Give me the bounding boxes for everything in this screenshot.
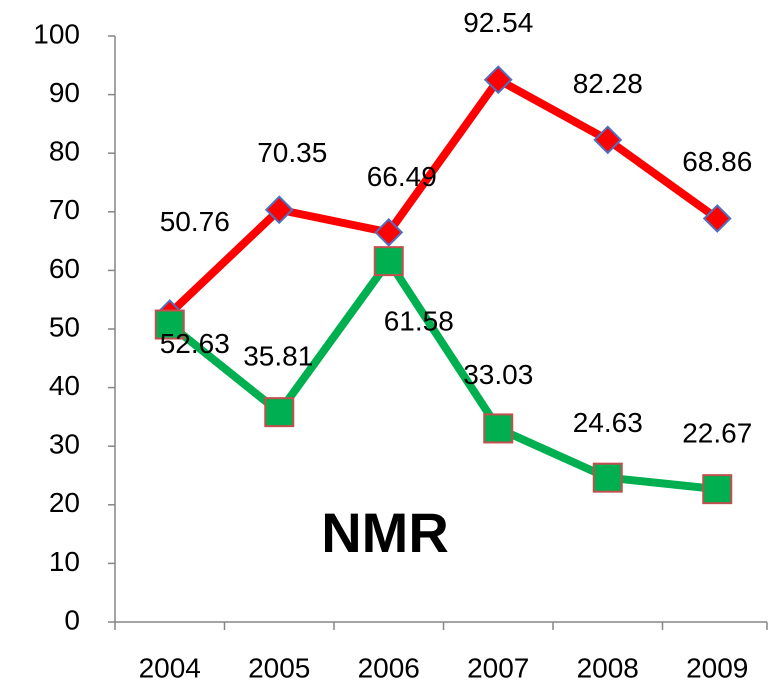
marker <box>154 309 185 340</box>
y-tick-label: 70 <box>49 194 80 225</box>
marker <box>373 246 404 277</box>
x-tick-label: 2007 <box>467 652 529 683</box>
y-tick-label: 90 <box>49 77 80 108</box>
y-tick-label: 60 <box>49 253 80 284</box>
data-label: 66.49 <box>367 161 437 192</box>
x-tick-label: 2004 <box>139 652 201 683</box>
marker <box>702 204 732 233</box>
x-tick-label: 2008 <box>577 652 639 683</box>
annotation: NMR <box>321 501 449 564</box>
series-line <box>167 257 718 494</box>
data-label: 61.58 <box>384 306 454 337</box>
x-tick-label: 2006 <box>358 652 420 683</box>
data-label: 33.03 <box>463 359 533 390</box>
data-label: 50.76 <box>160 206 230 237</box>
marker <box>264 195 294 225</box>
marker <box>264 397 295 428</box>
x-tick-label: 2009 <box>686 652 748 683</box>
x-tick-label: 2005 <box>248 652 310 683</box>
marker <box>483 413 514 444</box>
marker <box>702 474 733 505</box>
data-label: 24.63 <box>573 407 643 438</box>
data-label: 52.63 <box>160 328 230 359</box>
data-label: 68.86 <box>682 146 752 177</box>
data-label: 92.54 <box>463 7 533 38</box>
y-tick-label: 30 <box>49 429 80 460</box>
series-line <box>166 75 720 317</box>
data-label: 35.81 <box>243 341 313 372</box>
y-tick-label: 50 <box>49 311 80 342</box>
data-label: 22.67 <box>682 418 752 449</box>
y-tick-label: 100 <box>33 18 80 49</box>
data-label: 82.28 <box>573 68 643 99</box>
data-label: 70.35 <box>257 137 327 168</box>
marker <box>374 217 404 247</box>
y-tick-label: 80 <box>49 136 80 167</box>
marker <box>593 125 623 155</box>
y-tick-label: 40 <box>49 370 80 401</box>
y-tick-label: 10 <box>49 546 80 577</box>
marker <box>483 65 513 95</box>
marker <box>592 462 623 493</box>
y-tick-label: 0 <box>64 604 80 635</box>
y-tick-label: 20 <box>49 487 80 518</box>
